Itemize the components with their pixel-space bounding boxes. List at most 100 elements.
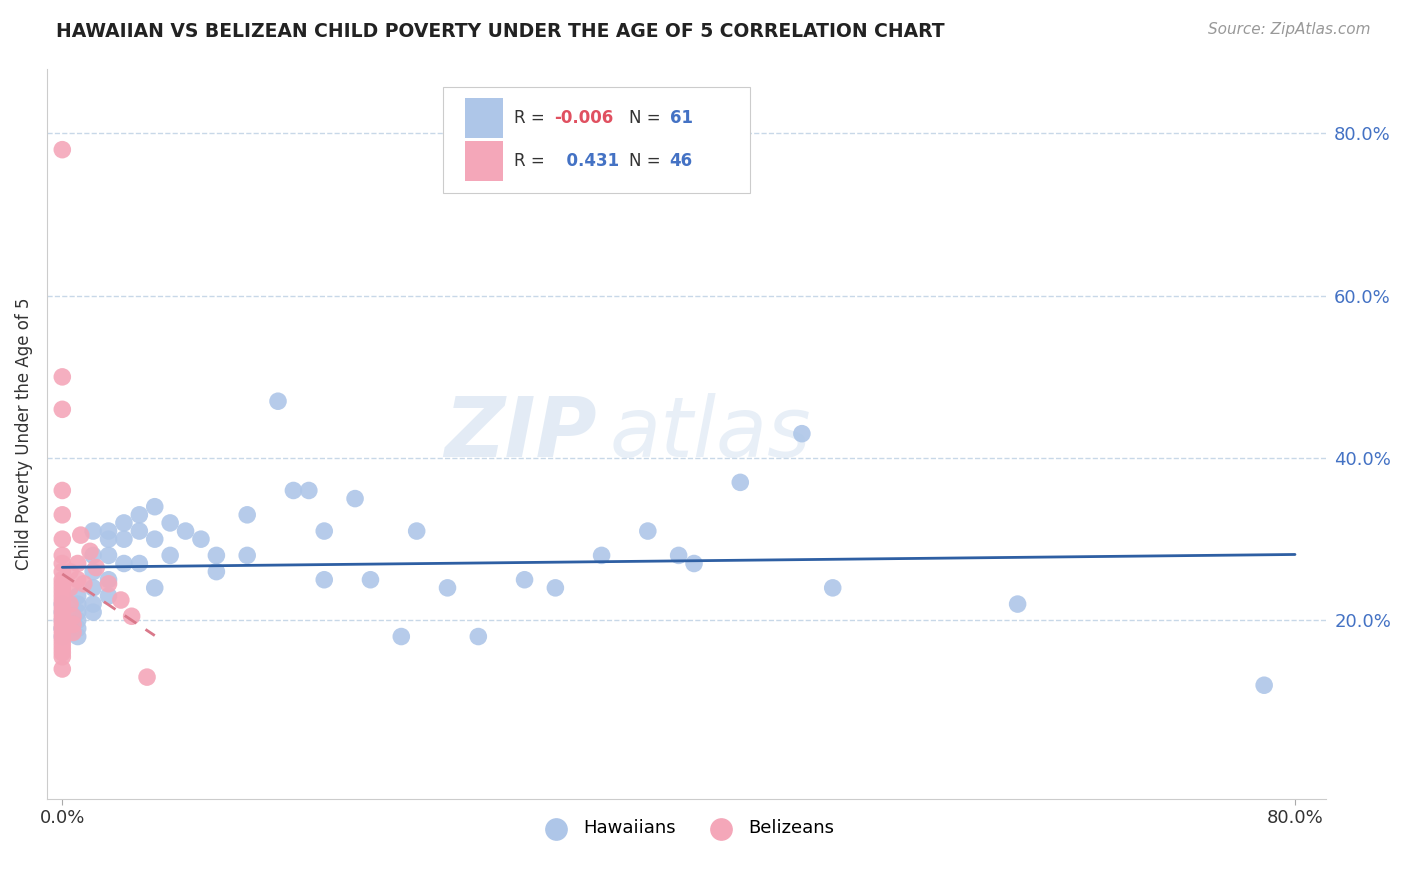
Point (51, 589, 73, 603)
Point (73, 576, 96, 591)
Point (51, 617, 73, 632)
Point (79, 544, 101, 558)
Point (51, 662, 73, 676)
Point (51, 402, 73, 417)
Text: 0.431: 0.431 (554, 153, 619, 170)
Point (51, 483, 73, 498)
Point (359, 573, 381, 587)
Point (668, 549, 690, 563)
Point (51, 565, 73, 579)
Point (66, 597, 89, 611)
Text: HAWAIIAN VS BELIZEAN CHILD POVERTY UNDER THE AGE OF 5 CORRELATION CHART: HAWAIIAN VS BELIZEAN CHILD POVERTY UNDER… (56, 22, 945, 41)
Point (190, 532, 212, 546)
Point (205, 565, 228, 579)
Point (51, 630, 73, 644)
Point (821, 581, 844, 595)
Point (66, 573, 89, 587)
Text: Source: ZipAtlas.com: Source: ZipAtlas.com (1208, 22, 1371, 37)
Point (51, 549, 73, 563)
Point (62, 625, 84, 640)
Point (143, 532, 166, 546)
Text: R =: R = (513, 109, 550, 127)
Point (205, 549, 228, 563)
Point (69, 528, 91, 542)
Point (66, 630, 89, 644)
Point (51, 633, 73, 648)
Point (683, 557, 706, 571)
Point (97, 532, 120, 546)
Point (51, 601, 73, 615)
Point (62, 609, 84, 624)
Point (59, 581, 82, 595)
Point (174, 524, 197, 538)
Point (51, 370, 73, 384)
Text: N =: N = (628, 109, 665, 127)
Legend: Hawaiians, Belizeans: Hawaiians, Belizeans (531, 812, 842, 845)
Point (110, 593, 132, 607)
Text: 46: 46 (669, 153, 693, 170)
Point (112, 557, 135, 571)
Point (59, 597, 82, 611)
Point (51, 630, 73, 644)
Point (51, 593, 73, 607)
Point (136, 670, 159, 684)
Point (314, 573, 336, 587)
Point (66, 589, 89, 603)
Point (467, 630, 489, 644)
Point (1007, 597, 1029, 611)
Text: atlas: atlas (610, 393, 811, 475)
Point (730, 475, 752, 490)
Point (314, 524, 336, 538)
Point (51, 143, 73, 157)
Point (51, 597, 73, 611)
Point (790, 426, 813, 441)
Text: 61: 61 (669, 109, 693, 127)
Point (59, 565, 82, 579)
Point (84, 560, 107, 574)
Point (51, 581, 73, 595)
Point (51, 605, 73, 619)
Point (436, 581, 458, 595)
Point (112, 532, 135, 546)
Point (82, 565, 104, 579)
Point (51, 573, 73, 587)
Point (82, 524, 104, 538)
Point (97, 573, 120, 587)
Point (591, 549, 613, 563)
Point (51, 613, 73, 627)
Point (513, 573, 536, 587)
FancyBboxPatch shape (465, 141, 503, 181)
Point (637, 524, 659, 538)
Point (389, 630, 412, 644)
Point (128, 508, 150, 522)
Point (143, 581, 166, 595)
Point (51, 625, 73, 640)
Point (51, 622, 73, 636)
Point (51, 641, 73, 656)
Text: N =: N = (628, 153, 665, 170)
Text: R =: R = (513, 153, 550, 170)
Text: ZIP: ZIP (444, 393, 596, 475)
Point (51, 557, 73, 571)
Point (51, 638, 73, 652)
Point (344, 491, 367, 506)
Point (97, 524, 120, 538)
Point (82, 549, 104, 563)
Point (267, 394, 290, 409)
Point (51, 605, 73, 619)
Point (112, 516, 135, 530)
FancyBboxPatch shape (443, 87, 751, 193)
Point (97, 589, 120, 603)
Point (97, 576, 120, 591)
Point (51, 646, 73, 660)
Point (97, 549, 120, 563)
Point (66, 605, 89, 619)
Point (62, 617, 84, 632)
Point (51, 649, 73, 664)
Point (159, 549, 181, 563)
Point (66, 622, 89, 636)
Point (82, 581, 104, 595)
Point (66, 557, 89, 571)
Point (82, 605, 104, 619)
Point (283, 483, 305, 498)
